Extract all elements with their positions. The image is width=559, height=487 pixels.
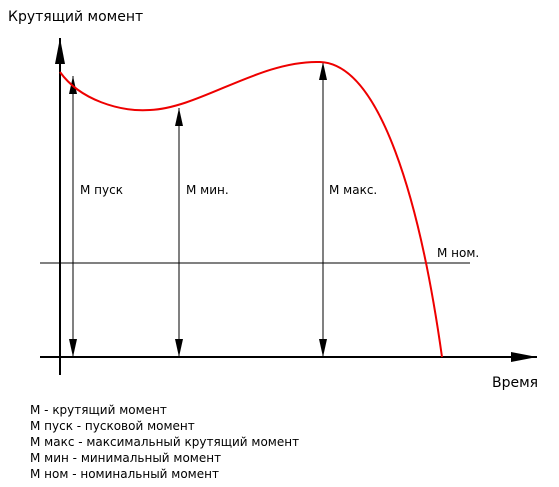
y-axis-label: Крутящий момент (8, 9, 143, 25)
torque-curve (59, 60, 443, 358)
legend-line: М - крутящий момент (30, 403, 167, 417)
legend-line: М пуск - пусковой момент (30, 419, 195, 433)
x-axis-label: Время (492, 375, 538, 391)
point-label: М макс. (329, 183, 377, 197)
point-label: М пуск (80, 183, 123, 197)
legend-line: М ном - номинальный момент (30, 467, 219, 481)
point-label: М ном. (437, 246, 479, 260)
legend-line: М макс - максимальный крутящий момент (30, 435, 299, 449)
point-label: М мин. (186, 183, 229, 197)
legend-line: М мин - минимальный момент (30, 451, 221, 465)
